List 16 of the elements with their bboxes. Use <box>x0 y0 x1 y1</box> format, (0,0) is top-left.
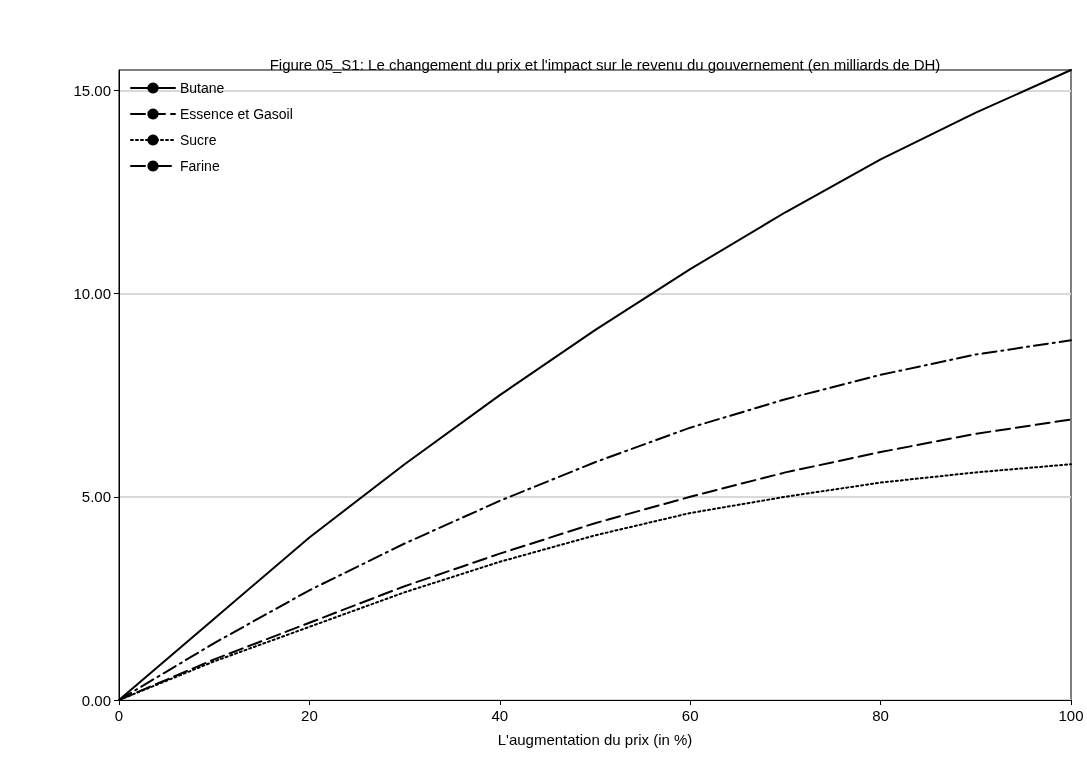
x-tick-label: 20 <box>301 707 318 724</box>
x-tick-label: 80 <box>872 707 889 724</box>
x-axis-title: L'augmentation du prix (in %) <box>497 731 693 748</box>
y-tick-label: 15.00 <box>73 81 111 99</box>
x-tick-label: 100 <box>1058 707 1084 724</box>
x-tick-label: 0 <box>114 707 124 724</box>
legend-label: Essence et Gasoil <box>180 106 293 122</box>
x-tick-label: 40 <box>491 707 509 724</box>
y-tick-label: 5.00 <box>81 488 111 506</box>
legend-label: Farine <box>180 158 220 174</box>
y-tick-label: 10.00 <box>73 285 111 303</box>
y-tick-label: 0.00 <box>81 691 111 709</box>
chart-title: Figure 05_S1: Le changement du prix et l'impact sur le revenu du gouvernement (en milliards de DH) <box>269 56 941 73</box>
x-tick-label: 60 <box>681 707 699 724</box>
legend-label: Sucre <box>180 132 217 148</box>
legend-label: Butane <box>180 80 225 96</box>
